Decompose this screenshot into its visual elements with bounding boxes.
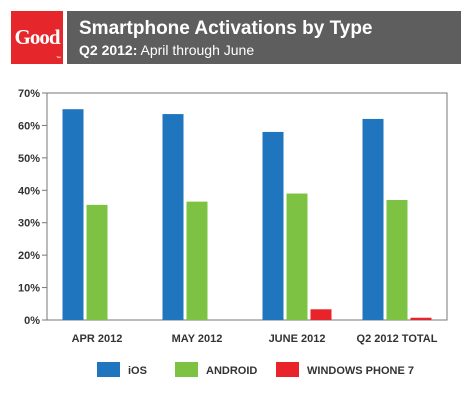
y-tick-label: 60% bbox=[18, 120, 40, 132]
chart-header: Good ™ Smartphone Activations by Type Q2… bbox=[11, 11, 461, 64]
bar-android bbox=[86, 204, 108, 320]
bar-android bbox=[286, 193, 308, 320]
legend-label-android: ANDROID bbox=[206, 365, 257, 377]
bar-ios bbox=[262, 131, 284, 320]
legend-label-ios: iOS bbox=[128, 365, 147, 377]
bar-android bbox=[386, 200, 408, 320]
good-logo: Good ™ bbox=[11, 11, 63, 64]
subtitle-period: Q2 2012: bbox=[79, 42, 138, 58]
logo-trademark: ™ bbox=[56, 56, 61, 62]
chart-subtitle: Q2 2012: April through June bbox=[79, 42, 254, 58]
bar-windows-phone-7 bbox=[410, 317, 432, 320]
y-tick-label: 50% bbox=[18, 153, 40, 165]
legend-swatch-android bbox=[175, 362, 198, 377]
logo-text: Good bbox=[14, 25, 60, 49]
y-tick-label: 0% bbox=[24, 315, 40, 327]
y-tick-label: 70% bbox=[18, 88, 40, 100]
x-category-label: Q2 2012 TOTAL bbox=[357, 333, 438, 345]
y-tick-label: 20% bbox=[18, 250, 40, 262]
subtitle-range: April through June bbox=[137, 42, 255, 58]
bar-ios bbox=[62, 109, 84, 320]
x-category-label: JUNE 2012 bbox=[269, 333, 326, 345]
legend-swatch-ios bbox=[97, 362, 120, 377]
x-category-label: APR 2012 bbox=[72, 333, 123, 345]
y-tick-label: 10% bbox=[18, 283, 40, 295]
legend-swatch-windows-phone-7 bbox=[276, 362, 299, 377]
y-tick-label: 40% bbox=[18, 185, 40, 197]
bar-ios bbox=[162, 114, 184, 320]
bar-android bbox=[186, 201, 208, 320]
x-category-label: MAY 2012 bbox=[172, 333, 223, 345]
chart-title: Smartphone Activations by Type bbox=[79, 18, 373, 39]
legend-label-windows-phone-7: WINDOWS PHONE 7 bbox=[307, 365, 414, 377]
bar-ios bbox=[362, 118, 384, 320]
title-banner: Smartphone Activations by Type Q2 2012: … bbox=[67, 11, 461, 64]
y-tick-label: 30% bbox=[18, 218, 40, 230]
plot-frame bbox=[46, 92, 448, 321]
bar-windows-phone-7 bbox=[310, 309, 332, 320]
